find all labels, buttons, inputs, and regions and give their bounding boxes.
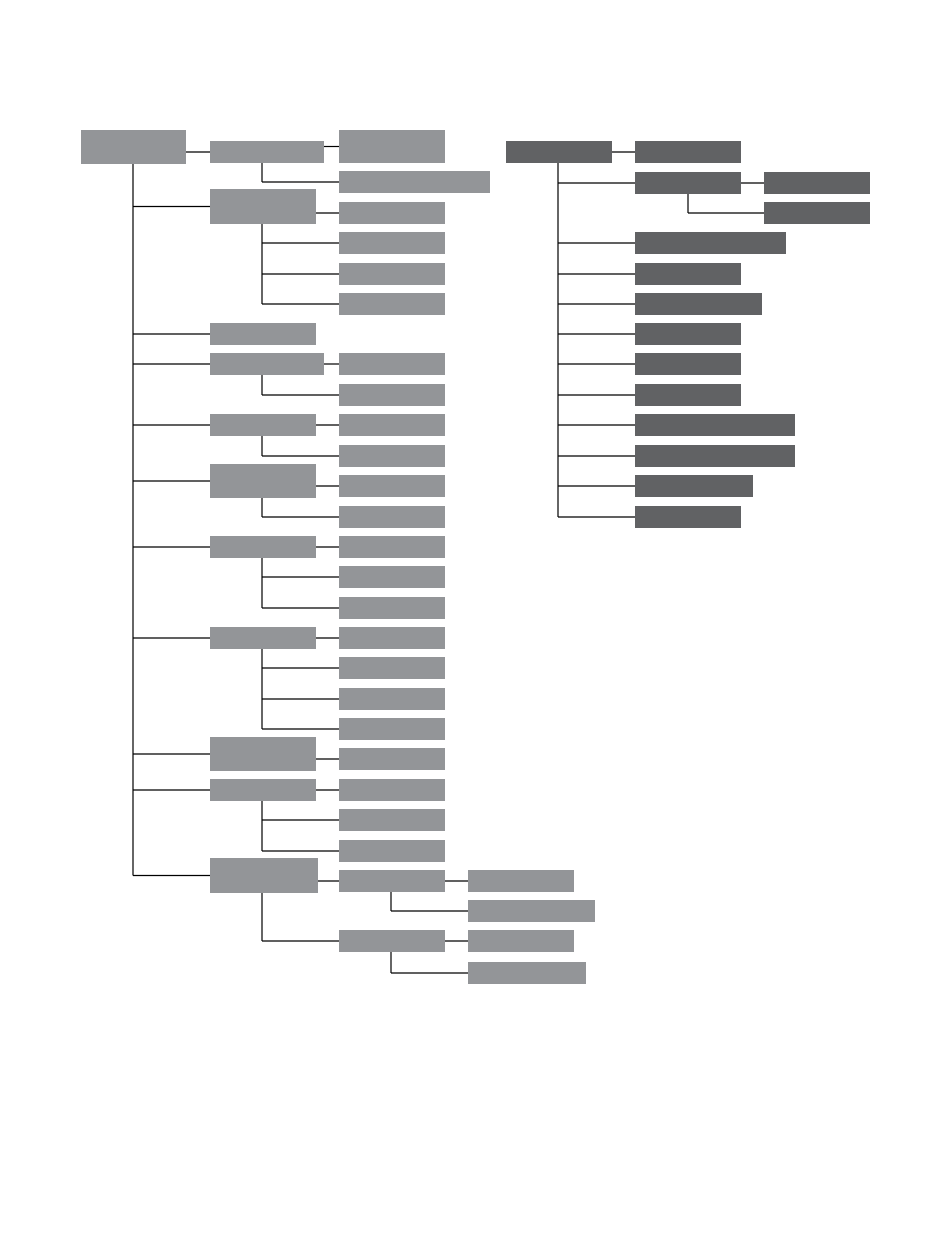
node-box [635,141,741,163]
node-box [339,202,445,224]
node-box [635,445,795,467]
node-box [635,475,753,497]
node-box [468,870,574,892]
node-box [635,353,741,375]
node-box [339,263,445,285]
node-box [210,323,316,345]
node-box [339,840,445,862]
node-box [210,737,316,771]
node-box [635,384,741,406]
node-box [339,506,445,528]
node-box [339,809,445,831]
node-box [339,627,445,649]
node-box [635,323,741,345]
node-box [339,384,445,406]
node-box [210,858,318,893]
node-box [339,657,445,679]
node-box [339,748,445,770]
node-box [635,172,741,194]
node-box [339,353,445,375]
node-box [210,189,316,224]
node-box [339,293,445,315]
node-box [210,353,324,375]
node-box [210,536,316,558]
node-box [339,566,445,588]
node-box [764,202,870,224]
node-box [339,688,445,710]
node-box [339,870,445,892]
node-box [468,900,595,922]
node-box [339,597,445,619]
node-box [635,232,786,254]
node-box [210,464,316,498]
node-box [506,141,612,163]
node-box [210,141,324,163]
node-box [635,506,741,528]
node-box [339,779,445,801]
node-box [339,414,445,436]
node-box [339,130,445,163]
node-box [635,293,762,315]
node-box [339,445,445,467]
node-box [81,130,186,164]
node-box [210,627,316,649]
node-box [339,171,490,193]
node-box [764,172,870,194]
node-box [210,779,316,801]
node-box [635,263,741,285]
node-box [339,475,445,497]
node-box [339,536,445,558]
node-box [339,718,445,740]
node-box [339,930,445,952]
node-box [468,930,574,952]
node-box [210,414,316,436]
node-box [468,962,586,984]
node-box [339,232,445,254]
node-box [635,414,795,436]
